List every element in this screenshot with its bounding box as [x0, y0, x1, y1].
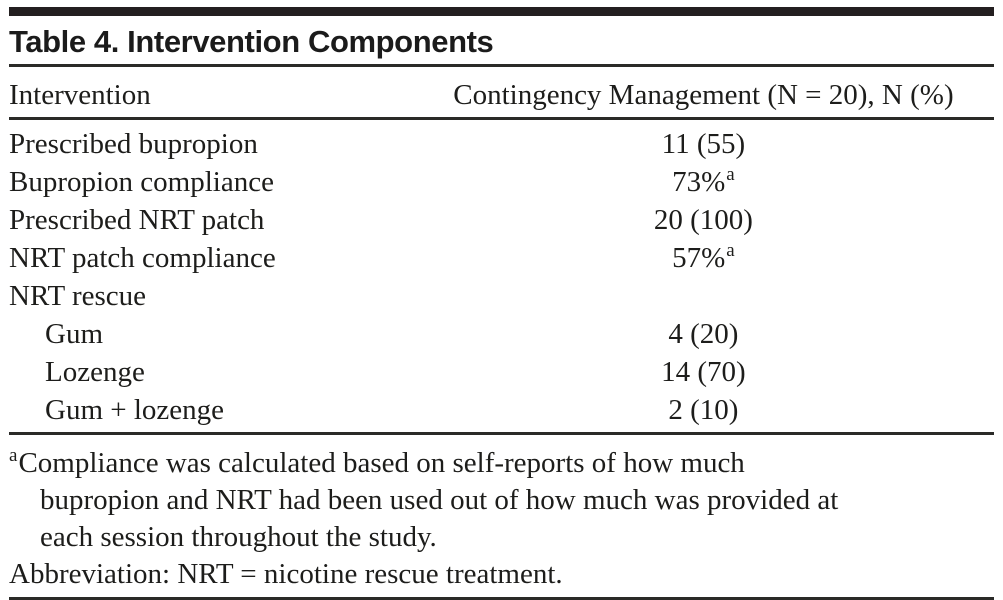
- table-header-row: Intervention Contingency Management (N =…: [9, 67, 994, 120]
- row-value-text: 20 (100): [653, 204, 753, 236]
- row-label: Gum: [45, 318, 103, 350]
- row-value: 57%a: [413, 239, 994, 277]
- table-title: Table 4. Intervention Components: [9, 24, 494, 59]
- footnote-marker-sup: a: [726, 164, 735, 186]
- table-row: Prescribed NRT patch 20 (100): [9, 201, 994, 239]
- row-label: NRT patch compliance: [9, 242, 276, 274]
- row-value-text: 14 (70): [661, 356, 746, 388]
- row-label: Prescribed NRT patch: [9, 204, 265, 236]
- table-row: Prescribed bupropion 11 (55): [9, 119, 994, 164]
- row-value: 4 (20): [413, 315, 994, 353]
- row-value-text: 57%: [672, 242, 726, 274]
- table-row-sub-item: Gum 4 (20): [9, 315, 994, 353]
- row-value-text: 2 (10): [668, 394, 739, 426]
- table-footnotes: aCompliance was calculated based on self…: [9, 445, 994, 593]
- column-header-contingency-management: Contingency Management (N = 20), N (%): [412, 67, 994, 120]
- intervention-components-table: Intervention Contingency Management (N =…: [9, 67, 994, 435]
- row-value: 11 (55): [413, 119, 994, 164]
- bottom-rule: [9, 597, 994, 600]
- column-header-intervention: Intervention: [9, 67, 413, 120]
- table-row-group-header: NRT rescue: [9, 277, 994, 315]
- row-value: 73%a: [413, 163, 994, 201]
- footnote-text: Compliance was calculated based on self-…: [18, 447, 745, 479]
- row-value-text: 11 (55): [661, 128, 746, 160]
- footnote-line-1: aCompliance was calculated based on self…: [9, 445, 994, 482]
- row-label: Bupropion compliance: [9, 166, 274, 198]
- table-row: NRT patch compliance 57%a: [9, 239, 994, 277]
- table-body: Prescribed bupropion 11 (55) Bupropion c…: [9, 119, 994, 435]
- footnote-marker-sup: a: [726, 240, 735, 262]
- table-row: Bupropion compliance 73%a: [9, 163, 994, 201]
- row-label: NRT rescue: [9, 280, 147, 312]
- row-label: Prescribed bupropion: [9, 128, 258, 160]
- footnote-marker: a: [9, 445, 18, 467]
- table-row-sub-item: Gum + lozenge 2 (10): [9, 391, 994, 435]
- title-rule: [9, 64, 994, 67]
- row-value: 20 (100): [413, 201, 994, 239]
- row-value: 14 (70): [413, 353, 994, 391]
- table-row-sub-item: Lozenge 14 (70): [9, 353, 994, 391]
- row-label: Gum + lozenge: [9, 391, 413, 435]
- row-value: [413, 277, 994, 315]
- row-value-text: 4 (20): [668, 318, 739, 350]
- row-value: 2 (10): [412, 391, 994, 435]
- abbreviation-line: Abbreviation: NRT = nicotine rescue trea…: [9, 558, 563, 590]
- top-divider-bar: [9, 7, 994, 16]
- row-label: Lozenge: [45, 356, 145, 388]
- row-value-text: 73%: [672, 166, 726, 198]
- footnote-line-2: bupropion and NRT had been used out of h…: [40, 484, 839, 516]
- table-header: Intervention Contingency Management (N =…: [9, 67, 994, 120]
- footnote-line-3: each session throughout the study.: [40, 521, 437, 553]
